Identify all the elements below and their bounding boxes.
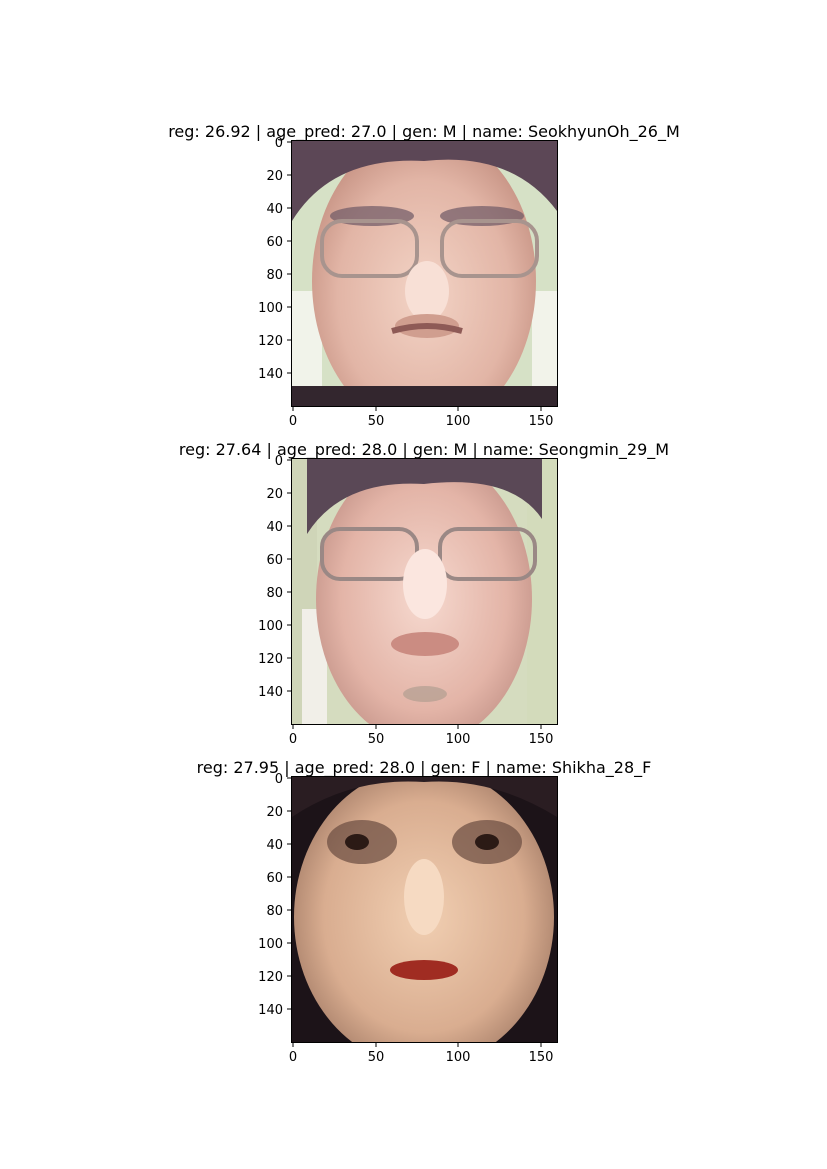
panel-3: reg: 27.95 | age_pred: 28.0 | gen: F | n… bbox=[0, 758, 827, 1078]
x-tick-label: 100 bbox=[446, 732, 471, 747]
x-tick-label: 0 bbox=[289, 1050, 297, 1065]
x-tick-label: 100 bbox=[446, 1050, 471, 1065]
x-tick-label: 150 bbox=[529, 414, 554, 429]
x-tick-label: 50 bbox=[368, 1050, 385, 1065]
y-tick-label: 120 bbox=[258, 652, 283, 667]
y-tick-label: 0 bbox=[275, 454, 283, 469]
face-image bbox=[291, 140, 558, 407]
y-tick-label: 0 bbox=[275, 772, 283, 787]
y-tick-label: 100 bbox=[258, 937, 283, 952]
y-tick-label: 20 bbox=[266, 487, 283, 502]
y-tick-label: 140 bbox=[258, 685, 283, 700]
axes: 0 20 40 60 80 100 120 140 0 50 100 150 bbox=[258, 136, 554, 429]
x-ticks: 0 50 100 150 bbox=[289, 1042, 554, 1065]
y-tick-label: 60 bbox=[266, 553, 283, 568]
y-ticks: 0 20 40 60 80 100 120 140 bbox=[258, 772, 292, 1018]
y-ticks: 0 20 40 60 80 100 120 140 bbox=[258, 454, 292, 700]
y-tick-label: 40 bbox=[266, 838, 283, 853]
x-tick-label: 0 bbox=[289, 414, 297, 429]
y-tick-label: 100 bbox=[258, 619, 283, 634]
y-ticks: 0 20 40 60 80 100 120 140 bbox=[258, 136, 292, 382]
x-tick-label: 50 bbox=[368, 414, 385, 429]
y-tick-label: 80 bbox=[266, 586, 283, 601]
y-tick-label: 80 bbox=[266, 904, 283, 919]
y-tick-label: 100 bbox=[258, 301, 283, 316]
y-tick-label: 140 bbox=[258, 1003, 283, 1018]
panel-title: reg: 27.64 | age_pred: 28.0 | gen: M | n… bbox=[178, 440, 670, 459]
y-tick-label: 0 bbox=[275, 136, 283, 151]
axes: 0 20 40 60 80 100 120 140 0 50 100 150 bbox=[258, 772, 554, 1065]
x-ticks: 0 50 100 150 bbox=[289, 724, 554, 747]
y-tick-label: 20 bbox=[266, 169, 283, 184]
y-tick-label: 140 bbox=[258, 367, 283, 382]
panel-2: reg: 27.64 | age_pred: 28.0 | gen: M | n… bbox=[0, 440, 827, 760]
face-image bbox=[291, 776, 558, 1043]
face-photo-icon bbox=[292, 777, 557, 1042]
y-tick-label: 60 bbox=[266, 235, 283, 250]
x-tick-label: 150 bbox=[529, 1050, 554, 1065]
x-tick-label: 150 bbox=[529, 732, 554, 747]
y-tick-label: 60 bbox=[266, 871, 283, 886]
x-ticks: 0 50 100 150 bbox=[289, 406, 554, 429]
x-tick-label: 50 bbox=[368, 732, 385, 747]
panel-title: reg: 26.92 | age_pred: 27.0 | gen: M | n… bbox=[168, 122, 680, 141]
face-photo-icon bbox=[292, 141, 557, 406]
x-tick-label: 100 bbox=[446, 414, 471, 429]
y-tick-label: 40 bbox=[266, 202, 283, 217]
face-photo-icon bbox=[292, 459, 557, 724]
x-tick-label: 0 bbox=[289, 732, 297, 747]
y-tick-label: 40 bbox=[266, 520, 283, 535]
y-tick-label: 80 bbox=[266, 268, 283, 283]
face-image bbox=[291, 458, 558, 725]
y-tick-label: 120 bbox=[258, 334, 283, 349]
panel-1: reg: 26.92 | age_pred: 27.0 | gen: M | n… bbox=[0, 122, 827, 442]
axes: 0 20 40 60 80 100 120 140 0 50 100 150 bbox=[258, 454, 554, 747]
y-tick-label: 120 bbox=[258, 970, 283, 985]
y-tick-label: 20 bbox=[266, 805, 283, 820]
panel-title: reg: 27.95 | age_pred: 28.0 | gen: F | n… bbox=[196, 758, 652, 777]
